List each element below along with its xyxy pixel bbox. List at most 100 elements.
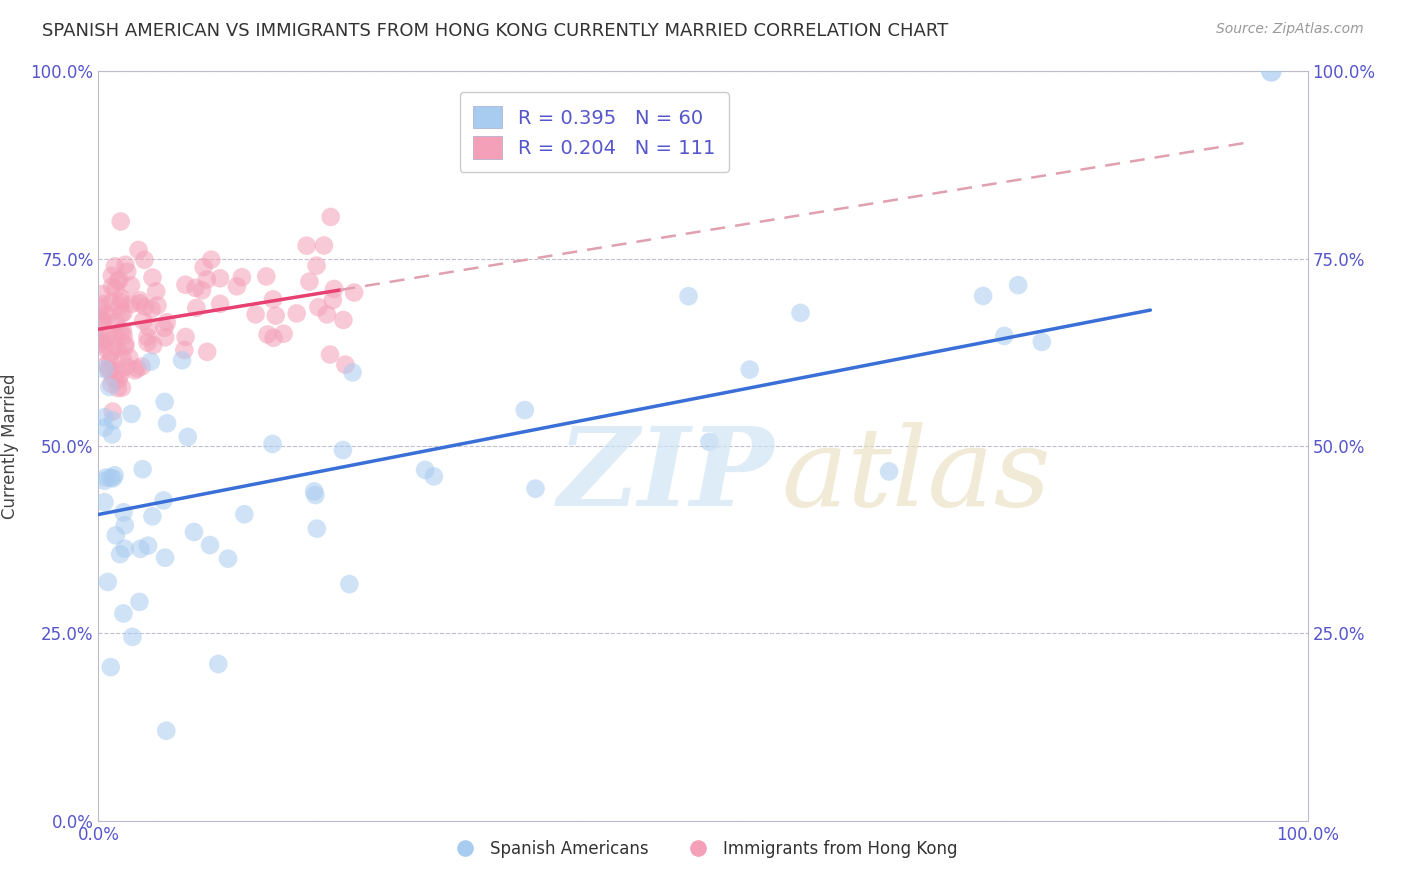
Point <box>97 574 120 589</box>
Point <box>112 607 135 621</box>
Point <box>131 359 153 374</box>
Point <box>972 289 994 303</box>
Point <box>337 577 360 591</box>
Point <box>104 328 127 343</box>
Point <box>121 630 143 644</box>
Point <box>152 493 174 508</box>
Point <box>128 243 150 257</box>
Point <box>121 407 143 421</box>
Point <box>184 281 207 295</box>
Point <box>273 326 295 341</box>
Point <box>111 351 134 366</box>
Point <box>98 380 121 394</box>
Point <box>134 252 156 267</box>
Point <box>108 299 131 313</box>
Point <box>678 289 700 303</box>
Point <box>107 342 129 356</box>
Point <box>101 413 124 427</box>
Point <box>141 509 163 524</box>
Point <box>114 339 136 353</box>
Point <box>96 357 118 371</box>
Point <box>141 270 163 285</box>
Point <box>112 329 135 343</box>
Point <box>100 346 122 360</box>
Point <box>323 282 346 296</box>
Point <box>94 306 117 320</box>
Point <box>295 238 318 252</box>
Point <box>93 341 115 355</box>
Point <box>174 277 197 292</box>
Point <box>319 347 342 361</box>
Point <box>128 296 150 310</box>
Point <box>101 279 124 293</box>
Point <box>104 282 127 296</box>
Point <box>101 404 124 418</box>
Point <box>138 320 160 334</box>
Point <box>90 313 112 327</box>
Point <box>103 371 125 385</box>
Point <box>120 278 142 293</box>
Point <box>332 313 354 327</box>
Point <box>93 474 115 488</box>
Point <box>1007 278 1029 293</box>
Point <box>93 495 115 509</box>
Point <box>93 314 115 328</box>
Point <box>90 337 112 351</box>
Point <box>101 427 124 442</box>
Point <box>145 285 167 299</box>
Point <box>177 430 200 444</box>
Point <box>107 381 129 395</box>
Point <box>93 297 115 311</box>
Point <box>134 300 156 314</box>
Point <box>195 344 218 359</box>
Point <box>110 291 132 305</box>
Point <box>256 327 278 342</box>
Point <box>118 351 141 365</box>
Point <box>93 420 115 434</box>
Point <box>245 307 267 321</box>
Point <box>114 518 136 533</box>
Point <box>173 343 195 357</box>
Point <box>191 283 214 297</box>
Point <box>101 268 124 283</box>
Point <box>90 300 112 314</box>
Point <box>100 660 122 674</box>
Point <box>93 362 115 376</box>
Point <box>107 373 129 387</box>
Point <box>107 274 129 288</box>
Point <box>233 508 256 522</box>
Point <box>131 462 153 476</box>
Point <box>90 316 112 330</box>
Point <box>110 214 132 228</box>
Point <box>186 301 208 315</box>
Point <box>207 657 229 671</box>
Point <box>993 329 1015 343</box>
Text: SPANISH AMERICAN VS IMMIGRANTS FROM HONG KONG CURRENTLY MARRIED CORRELATION CHAR: SPANISH AMERICAN VS IMMIGRANTS FROM HONG… <box>42 22 949 40</box>
Point <box>307 300 329 314</box>
Point <box>332 442 354 457</box>
Point <box>217 551 239 566</box>
Point <box>103 468 125 483</box>
Point <box>110 307 132 321</box>
Point <box>156 417 179 431</box>
Point <box>315 307 337 321</box>
Point <box>114 541 136 556</box>
Point <box>195 272 218 286</box>
Point <box>114 258 136 272</box>
Point <box>198 538 221 552</box>
Point <box>107 364 129 378</box>
Point <box>343 285 366 300</box>
Point <box>101 295 124 310</box>
Point <box>117 265 139 279</box>
Point <box>139 354 162 368</box>
Point <box>90 335 112 350</box>
Point <box>132 314 155 328</box>
Point <box>264 309 287 323</box>
Point <box>111 324 134 338</box>
Point <box>110 295 132 310</box>
Point <box>1260 64 1282 78</box>
Point <box>100 376 122 391</box>
Point <box>90 287 112 301</box>
Point <box>312 238 335 252</box>
Point <box>97 309 120 323</box>
